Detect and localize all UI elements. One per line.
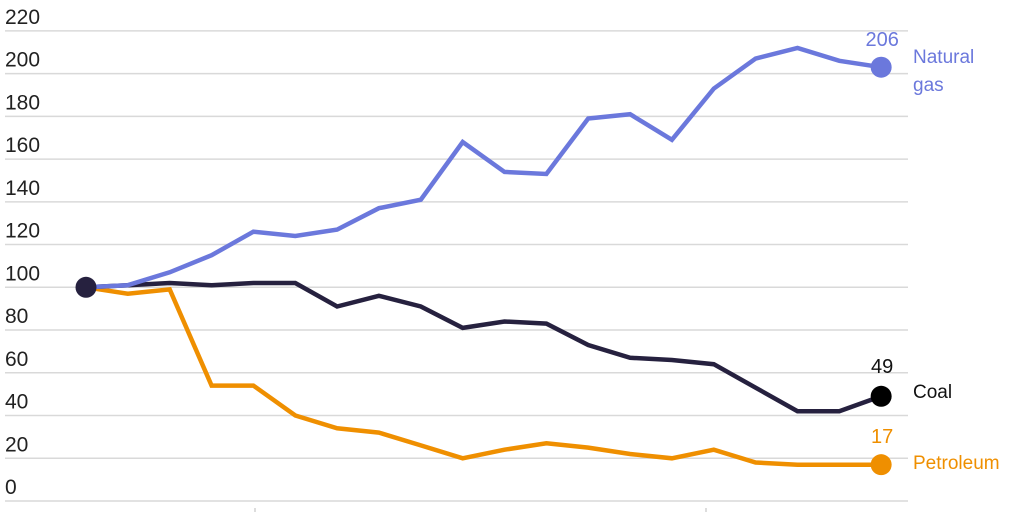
series-name-label: Natural (913, 47, 974, 68)
y-tick-label: 100 (5, 262, 40, 285)
series-name-label: gas (913, 75, 944, 96)
series-line-petroleum (85, 285, 882, 467)
y-tick-label: 20 (5, 433, 28, 456)
series-labels: 206 Natural gas 49 Coal 17 Petroleum (865, 29, 999, 474)
y-tick-label: 120 (5, 220, 40, 243)
y-tick-label: 180 (5, 91, 40, 114)
start-point-marker (75, 276, 97, 298)
y-tick-label: 40 (5, 391, 28, 414)
end-point-marker-petroleum (870, 454, 892, 476)
series-name-label: Petroleum (913, 453, 1000, 474)
y-tick-label: 140 (5, 177, 40, 200)
gridlines (5, 30, 908, 502)
series-lines (75, 45, 892, 476)
y-tick-label: 0 (5, 476, 17, 499)
end-value-label: 17 (871, 426, 893, 448)
y-tick-label: 80 (5, 305, 28, 328)
series-line-coal (85, 280, 882, 414)
y-tick-label: 60 (5, 348, 28, 371)
y-tick-label: 160 (5, 134, 40, 157)
series-line-natural-gas (85, 45, 882, 290)
end-value-label: 49 (871, 356, 893, 378)
y-axis-tick-labels: 0 20 40 60 80 100 120 140 160 180 200 220 (5, 6, 40, 499)
x-axis-ticks (254, 508, 707, 512)
end-point-marker-coal (870, 385, 892, 407)
end-point-marker-natural-gas (870, 56, 892, 78)
end-value-label: 206 (865, 29, 898, 51)
y-tick-label: 200 (5, 49, 40, 72)
y-tick-label: 220 (5, 6, 40, 29)
series-name-label: Coal (913, 382, 952, 403)
